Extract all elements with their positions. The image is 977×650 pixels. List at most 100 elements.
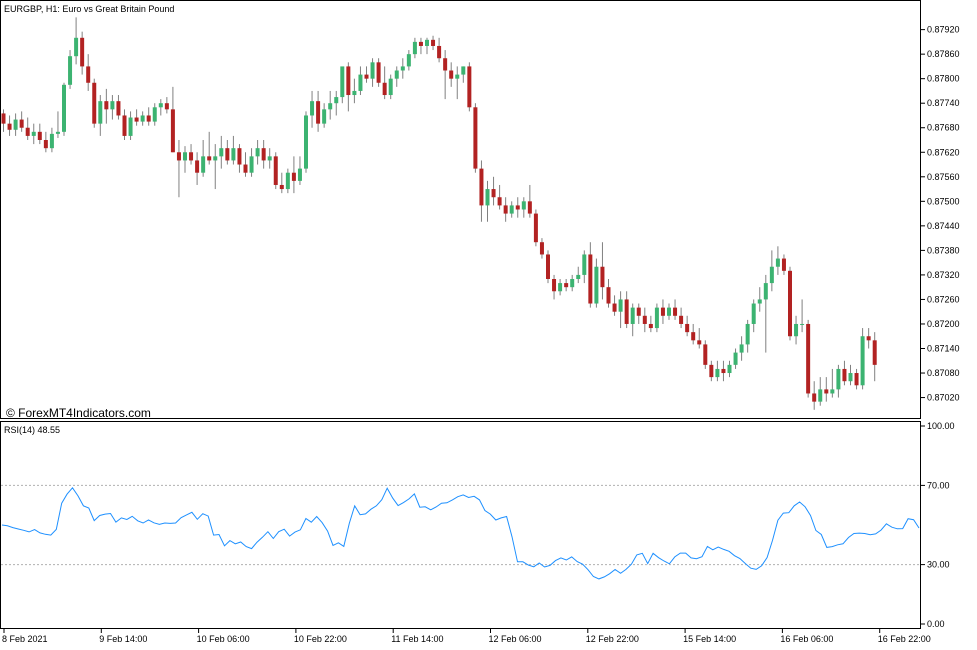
- candle-body-bull: [775, 258, 780, 267]
- candle-body-bear: [673, 307, 678, 316]
- candle: [358, 66, 363, 96]
- candle-body-bear: [624, 299, 629, 324]
- time-tick-label: 8 Feb 2021: [2, 634, 48, 644]
- candle-body-bull: [757, 299, 762, 304]
- rsi-label: RSI(14) 48.55: [4, 425, 60, 435]
- candle-body-bull: [328, 103, 333, 110]
- candle: [642, 307, 647, 333]
- candle: [128, 111, 133, 140]
- candle-body-bear: [691, 332, 696, 341]
- candle: [781, 254, 786, 275]
- candle-body-bear: [788, 270, 792, 337]
- candle: [213, 144, 218, 190]
- candle-body-bear: [164, 103, 169, 110]
- candle: [110, 95, 115, 120]
- candle: [285, 168, 290, 194]
- candle-body-bear: [642, 315, 647, 324]
- price-tick-label: 0.87500: [927, 196, 960, 206]
- candle: [606, 279, 611, 308]
- candle: [170, 86, 175, 153]
- candle-body-bull: [31, 131, 36, 136]
- candle-body-bear: [539, 242, 544, 255]
- candle-body-bull: [800, 323, 805, 325]
- candle: [479, 160, 484, 222]
- candle: [55, 111, 60, 138]
- candle-body-bear: [491, 189, 496, 198]
- candle-body-bull: [322, 109, 327, 124]
- candle-body-bear: [497, 197, 502, 206]
- candle-body-bear: [134, 117, 139, 122]
- candle-body-bear: [116, 101, 121, 116]
- candle: [667, 303, 671, 320]
- time-tick-label: 10 Feb 06:00: [197, 634, 250, 644]
- rsi-y-axis: 100.00 70.00 30.00 0.00: [921, 421, 955, 629]
- candle-body-bear: [685, 323, 690, 333]
- time-tick-label: 12 Feb 06:00: [489, 634, 542, 644]
- candle-body-bull: [110, 101, 115, 110]
- candle-body-bear: [588, 254, 593, 304]
- candle: [98, 95, 103, 136]
- candle: [104, 88, 109, 124]
- time-tick-label: 10 Feb 22:00: [294, 634, 347, 644]
- candle-body-bear: [364, 74, 369, 79]
- candle: [80, 31, 85, 75]
- candle: [660, 299, 665, 324]
- candle-body-bull: [68, 56, 73, 85]
- candle-body-bull: [231, 148, 236, 161]
- candle-body-bull: [733, 352, 738, 365]
- candle-body-bear: [291, 172, 296, 181]
- candle: [25, 117, 30, 140]
- candle-body-bull: [49, 133, 54, 149]
- candle-body-bear: [25, 127, 30, 136]
- candle: [533, 209, 538, 247]
- candle: [195, 152, 200, 185]
- candle: [183, 146, 187, 173]
- candle-body-bear: [527, 201, 532, 214]
- candle-body-bull: [13, 119, 18, 130]
- candle-body-bull: [630, 307, 635, 324]
- candle: [618, 291, 623, 329]
- candle-body-bear: [207, 156, 212, 161]
- candle-body-bull: [406, 54, 411, 67]
- candle: [564, 279, 569, 292]
- candle-body-bear: [37, 131, 42, 140]
- candle-body-bull: [576, 274, 581, 279]
- candle: [176, 140, 181, 198]
- candle: [757, 287, 762, 312]
- candle-body-bear: [824, 389, 829, 394]
- candle-body-bull: [860, 336, 865, 386]
- candle: [576, 266, 581, 284]
- rsi-line: [1, 486, 920, 580]
- candle: [449, 62, 454, 87]
- candle-body-bull: [128, 117, 133, 136]
- candle: [364, 66, 369, 83]
- candle: [62, 82, 66, 136]
- rsi-chart-frame: [0, 421, 921, 629]
- candle: [19, 111, 24, 132]
- candle: [134, 109, 139, 126]
- candle: [745, 319, 750, 353]
- candle-body-bull: [570, 279, 575, 288]
- candle-body-bear: [19, 119, 24, 128]
- time-tick-label: 9 Feb 14:00: [99, 634, 147, 644]
- candle-body-bull: [558, 283, 563, 292]
- candle-body-bear: [80, 37, 85, 67]
- candle: [824, 377, 829, 402]
- candle-body-bear: [854, 373, 859, 386]
- candle-body-bear: [431, 39, 436, 46]
- candle: [412, 37, 417, 59]
- candle-body-bull: [400, 66, 405, 71]
- candle-body-bear: [806, 323, 811, 394]
- candle: [86, 54, 91, 91]
- price-tick-label: 0.87620: [927, 147, 960, 157]
- candle: [370, 58, 375, 87]
- candle: [848, 364, 853, 386]
- candle-body-bear: [473, 107, 478, 169]
- candle: [334, 90, 339, 116]
- candle: [152, 103, 157, 126]
- price-tick-label: 0.87200: [927, 319, 960, 329]
- candle-body-bear: [515, 205, 520, 210]
- candle-body-bull: [304, 115, 308, 169]
- candle: [679, 307, 684, 329]
- candle-body-bear: [122, 115, 127, 136]
